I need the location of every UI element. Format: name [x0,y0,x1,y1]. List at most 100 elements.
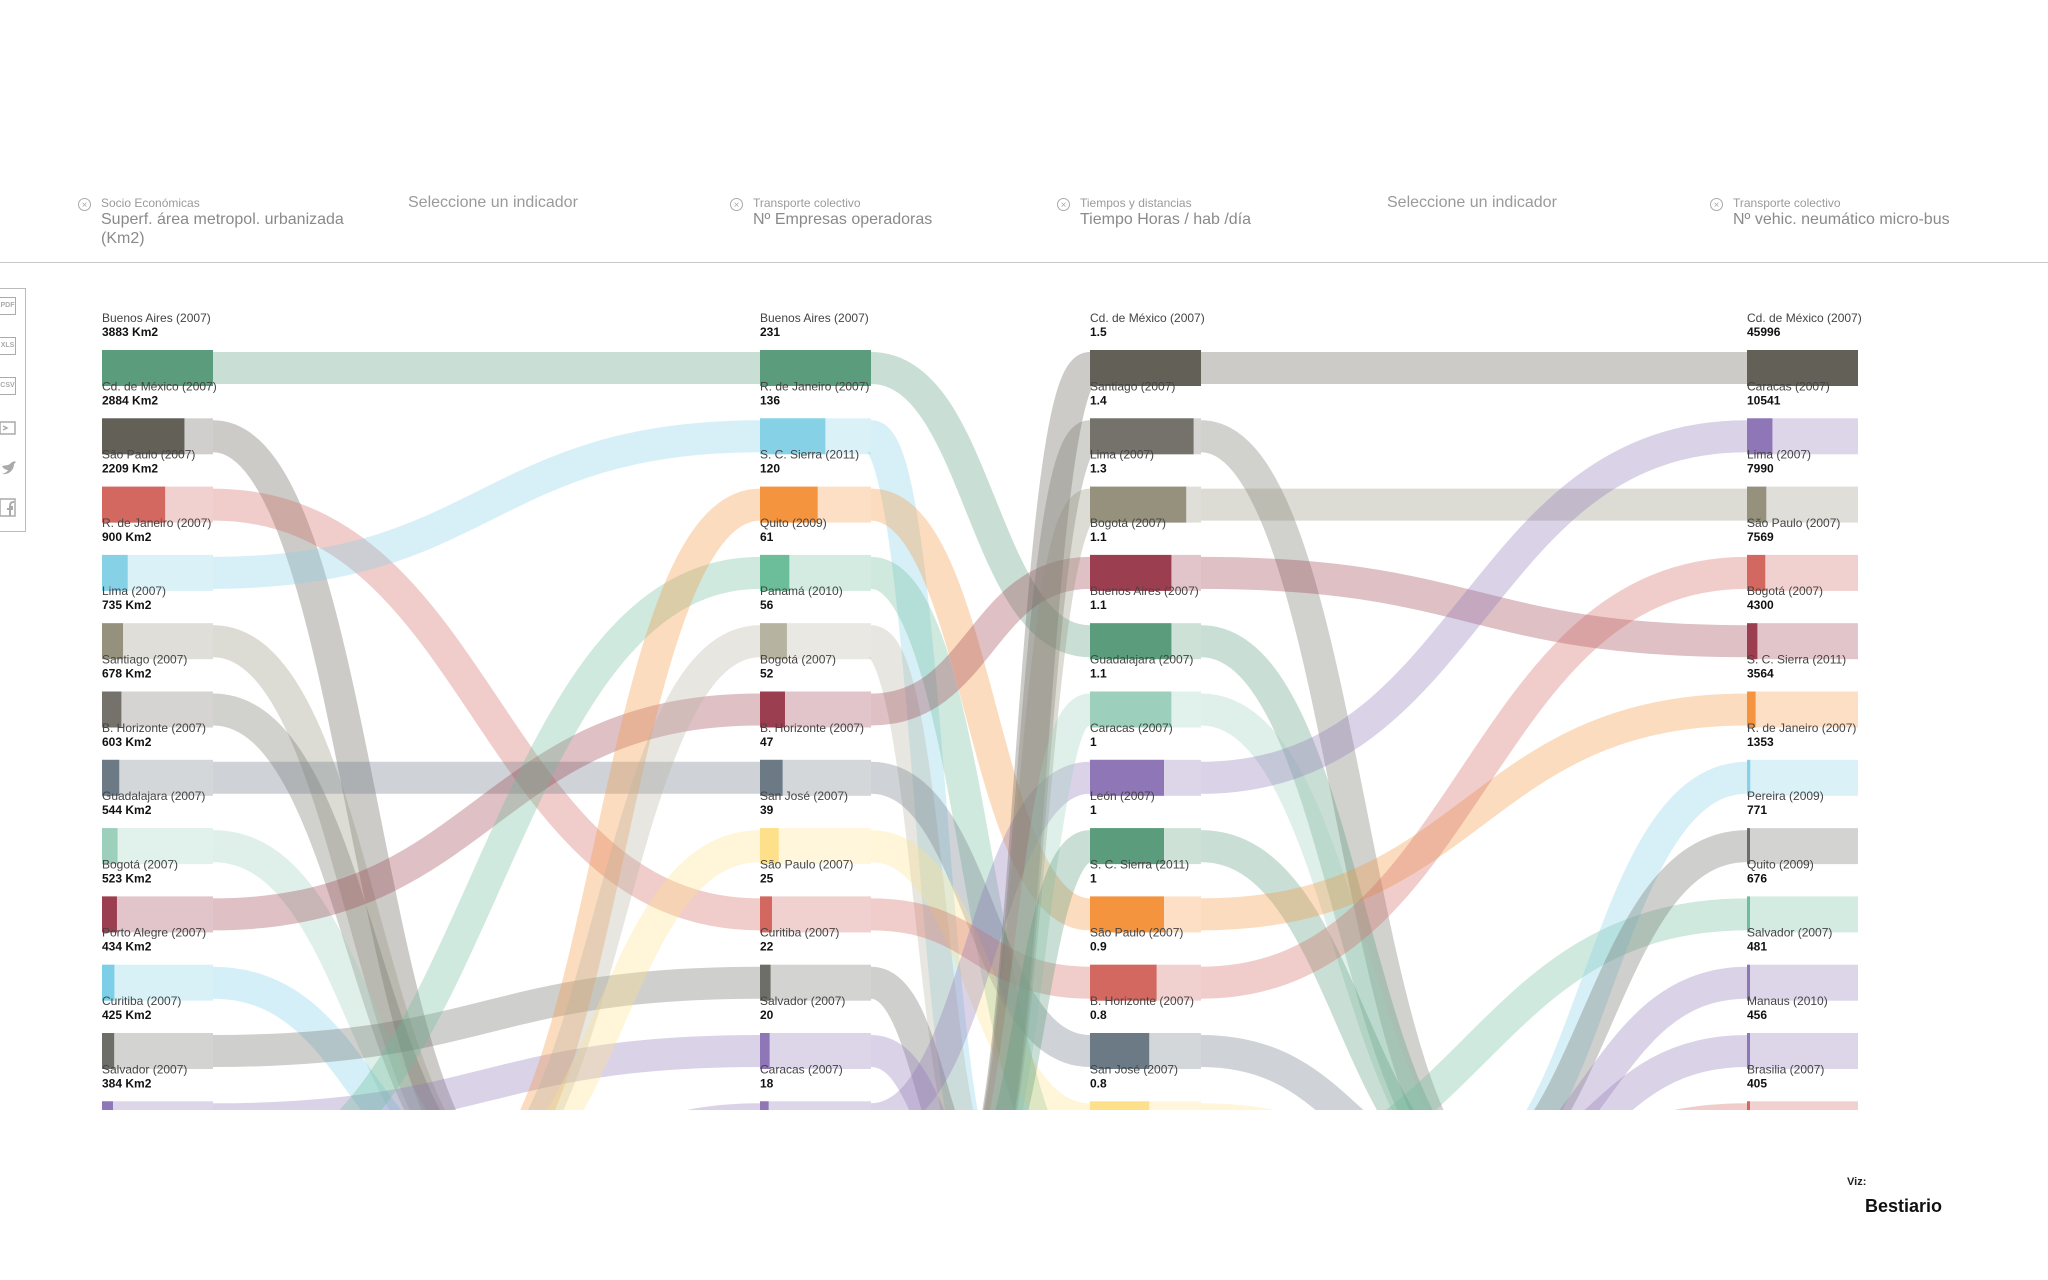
axis4-value-r-de-janeiro-2007: 1353 [1747,735,1774,749]
axis4-track-sao-paulo-2007 [1747,554,1858,591]
flow-guadalajara-2007-axis1 [211,830,427,1110]
axis3-label-s-c-sierra-2011: S. C. Sierra (2011) [1090,857,1189,871]
axis2-value-s-c-sierra-2011: 120 [760,462,780,476]
flow-cd-de-mexico-2007-axis1 [210,420,457,1110]
header-divider [0,262,2048,263]
flow-guadalajara-2007-axis3 [1199,693,1428,1110]
axis1-bar-curitiba-2007 [102,1033,115,1069]
axis3-value-buenos-aires-2007: 1.1 [1090,598,1107,612]
axis-header-2: × Transporte colectivo Nº Empresas opera… [730,196,1023,229]
axis3-value-sao-paulo-2007: 0.9 [1090,940,1107,954]
facebook-icon[interactable] [0,497,18,519]
flow-santiago-2007-axis3 [1198,420,1444,1110]
flow-in-san-jose-2007-axis2 [546,830,762,1110]
axis1-value-bogota-2007: 523 Km2 [102,871,152,885]
remove-indicator-1-icon[interactable]: × [78,198,91,211]
axis2-track-sao-paulo-2007 [760,896,871,933]
embed-icon[interactable] [0,417,18,439]
axis-indicator-3[interactable]: Tiempo Horas / hab /día [1080,211,1252,228]
axis4-label-r-de-janeiro-2007: R. de Janeiro (2007) [1747,721,1856,735]
twitter-bird-icon [0,461,16,475]
axis4-value-lima-2007: 7990 [1747,462,1774,476]
flow-quito-2009-axis1 [339,556,761,1110]
flow-b-horizonte-2007-axis2 [869,761,1092,1067]
axis3-bar-caracas-2007 [1090,759,1164,796]
axis4-bar-quito-2009 [1747,896,1750,933]
select-indicator-1[interactable]: Seleccione un indicador [408,194,578,211]
axis2-bar-s-c-sierra-2011 [760,486,818,523]
axis2-bar-caracas-2007 [760,1101,769,1110]
export-share-toolbar: PDF XLS CSV [0,288,26,532]
axis1-label-sao-paulo-2007: São Paulo (2007) [102,448,195,462]
axis3-label-leon-2007: León (2007) [1090,789,1155,803]
axis2-label-caracas-2007: Caracas (2007) [760,1062,843,1076]
axis1-bar-b-horizonte-2007 [102,759,120,796]
axis3-value-santiago-2007: 1.4 [1090,393,1107,407]
axis4-label-bogota-2007: Bogotá (2007) [1747,584,1823,598]
axis-category-2: Transporte colectivo [753,196,861,210]
flow-in-guadalajara-2007-axis3 [989,693,1095,1110]
credit-name[interactable]: Bestiario [1865,1196,1943,1216]
axis4-value-manaus-2010: 456 [1747,1008,1767,1022]
axis2-value-b-horizonte-2007: 47 [760,735,774,749]
axis3-label-santiago-2007: Santiago (2007) [1090,379,1175,393]
pdf-label: PDF [0,297,16,315]
csv-icon[interactable]: CSV [0,377,18,399]
axis1-track-porto-alegre-2007 [102,964,213,1001]
axis2-label-b-horizonte-2007: B. Horizonte (2007) [760,721,864,735]
flow-bogota-2007-axis3 [1200,556,1748,658]
axis1-label-curitiba-2007: Curitiba (2007) [102,994,181,1008]
axis2-value-r-de-janeiro-2007: 136 [760,393,780,407]
axis1-track-bogota-2007 [102,896,213,933]
axis3-label-b-horizonte-2007: B. Horizonte (2007) [1090,994,1194,1008]
axis2-label-curitiba-2007: Curitiba (2007) [760,926,839,940]
axis4-value-brasilia-2007: 405 [1747,1076,1767,1090]
axis2-value-quito-2009: 61 [760,530,774,544]
flow-santiago-2007-axis1 [211,693,441,1110]
flow-in-lima-2007-axis3 [984,488,1097,1110]
axis3-label-lima-2007: Lima (2007) [1090,448,1154,462]
axis2-bar-quito-2009 [760,554,790,591]
xls-icon[interactable]: XLS [0,337,18,359]
axis2-value-buenos-aires-2007: 231 [760,325,780,339]
axis1-label-r-de-janeiro-2007: R. de Janeiro (2007) [102,516,211,530]
axis-header-3: × Tiempos y distancias Tiempo Horas / ha… [1057,196,1350,229]
embed-glyph-icon [0,421,16,435]
remove-indicator-2-icon[interactable]: × [730,198,743,211]
pdf-icon[interactable]: PDF [0,297,18,319]
facebook-f-icon [0,498,16,517]
axis4-value-salvador-2007: 481 [1747,940,1767,954]
remove-indicator-4-icon[interactable]: × [1710,198,1723,211]
axis3-label-bogota-2007: Bogotá (2007) [1090,516,1166,530]
axis-indicator-1[interactable]: Superf. área metropol. urbanizada (Km2) [101,211,344,247]
axis2-value-sao-paulo-2007: 25 [760,871,774,885]
axis4-bar-bogota-2007 [1747,623,1758,660]
select-indicator-2[interactable]: Seleccione un indicador [1387,194,1557,211]
axis1-label-salvador-2007: Salvador (2007) [102,1062,187,1076]
axis3-bar-s-c-sierra-2011 [1090,896,1164,933]
axis4-label-salvador-2007: Salvador (2007) [1747,926,1832,940]
twitter-icon[interactable] [0,457,18,479]
axis3-value-caracas-2007: 1 [1090,735,1097,749]
axis1-bar-guadalajara-2007 [102,828,118,865]
flow-sao-paulo-2007-axis3 [1200,556,1748,999]
axis1-value-porto-alegre-2007: 434 Km2 [102,940,152,954]
axis4-label-s-c-sierra-2011: S. C. Sierra (2011) [1747,653,1846,667]
axis4-track-r-de-janeiro-2007 [1747,759,1858,796]
flow-caracas-2007-axis3 [1200,420,1748,794]
axis-indicator-4[interactable]: Nº vehic. neumático micro-bus [1733,211,1950,228]
axis4-track-manaus-2010 [1747,1033,1858,1069]
axis-indicator-2[interactable]: Nº Empresas operadoras [753,211,933,228]
axis4-value-bogota-2007: 4300 [1747,598,1774,612]
axis2-label-salvador-2007: Salvador (2007) [760,994,845,1008]
remove-indicator-3-icon[interactable]: × [1057,198,1070,211]
flow-bogota-2007-axis2 [870,556,1091,726]
flow-quito-2009-axis2 [868,556,1048,1110]
axis3-bar-bogota-2007 [1090,554,1172,591]
axis1-value-salvador-2007: 384 Km2 [102,1076,152,1090]
axis1-bar-porto-alegre-2007 [102,964,115,1001]
axis2-value-caracas-2007: 18 [760,1076,774,1090]
axis1-bar-buenos-aires-2007 [102,350,213,386]
axis-category-1: Socio Económicas [101,196,200,210]
